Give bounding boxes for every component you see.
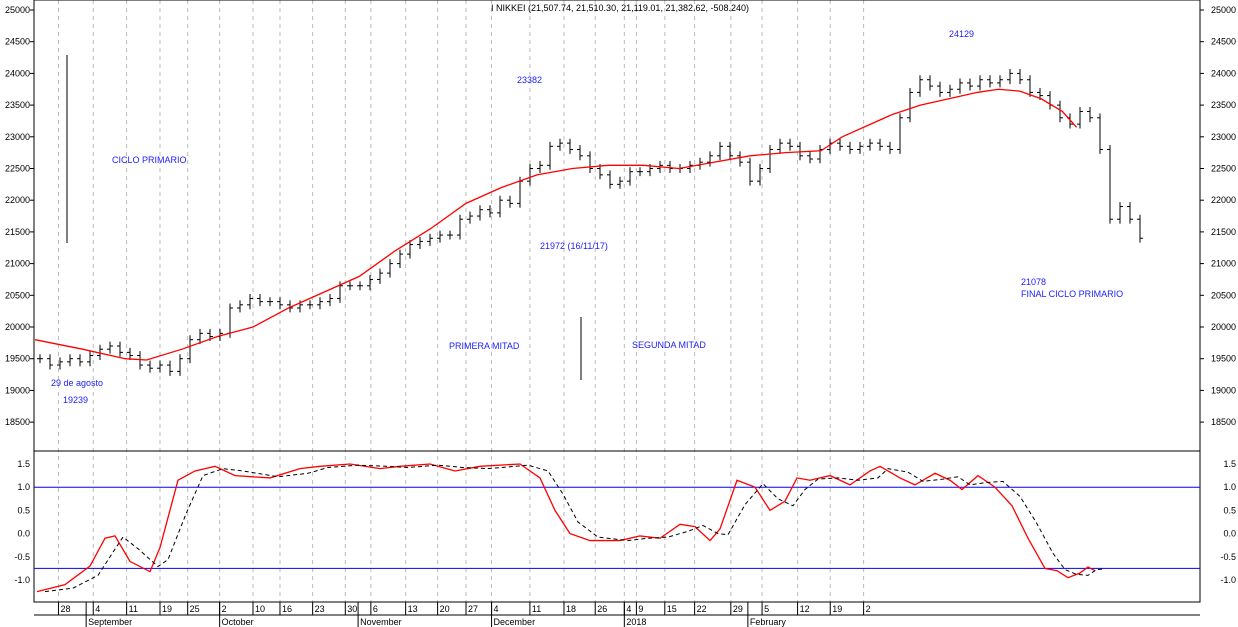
price-tick-label-right: 19000 xyxy=(1211,385,1236,395)
price-tick-label-right: 21500 xyxy=(1211,227,1236,237)
osc-tick-label-left: 0.0 xyxy=(17,529,30,539)
price-tick-label-left: 22000 xyxy=(5,195,30,205)
price-tick-label-left: 20000 xyxy=(5,322,30,332)
x-tick-label: 19 xyxy=(832,604,842,614)
price-tick-label-left: 24500 xyxy=(5,37,30,47)
x-tick-label: 9 xyxy=(638,604,643,614)
price-tick-label-left: 20500 xyxy=(5,290,30,300)
x-tick-label: 23 xyxy=(315,604,325,614)
x-tick-label: 30 xyxy=(347,604,357,614)
x-tick-label: 2 xyxy=(866,604,871,614)
price-tick-label-left: 18500 xyxy=(5,417,30,427)
x-tick-label: 19 xyxy=(162,604,172,614)
annotation-ciclo: CICLO PRIMARIO xyxy=(112,155,187,165)
month-label: 2018 xyxy=(626,617,646,627)
month-label: December xyxy=(494,617,536,627)
price-tick-label-right: 25000 xyxy=(1211,5,1236,15)
annotation-high2: 24129 xyxy=(949,29,974,39)
osc-tick-label-right: -0.5 xyxy=(1220,552,1236,562)
signal-line xyxy=(44,464,1104,593)
annotation-start-low: 19239 xyxy=(63,395,88,405)
osc-tick-label-right: 0.0 xyxy=(1223,529,1236,539)
price-tick-label-right: 19500 xyxy=(1211,354,1236,364)
price-tick-label-left: 23500 xyxy=(5,100,30,110)
osc-tick-label-left: 0.5 xyxy=(17,505,30,515)
annotation-primera: PRIMERA MITAD xyxy=(449,341,520,351)
annotation-final: FINAL CICLO PRIMARIO xyxy=(1021,289,1123,299)
month-label: September xyxy=(88,617,132,627)
x-tick-label: 27 xyxy=(468,604,478,614)
price-tick-label-right: 24500 xyxy=(1211,37,1236,47)
x-tick-label: 15 xyxy=(667,604,677,614)
price-tick-label-left: 25000 xyxy=(5,5,30,15)
osc-tick-label-left: 1.5 xyxy=(17,459,30,469)
x-tick-label: 4 xyxy=(95,604,100,614)
annotation-high1: 23382 xyxy=(517,75,542,85)
chart-title: I NIKKEI (21,507.74, 21,510.30, 21,119.0… xyxy=(491,3,749,13)
x-tick-label: 12 xyxy=(800,604,810,614)
month-label: November xyxy=(360,617,402,627)
x-tick-label: 26 xyxy=(597,604,607,614)
price-tick-label-right: 23500 xyxy=(1211,100,1236,110)
price-tick-label-right: 24000 xyxy=(1211,68,1236,78)
price-tick-label-left: 24000 xyxy=(5,68,30,78)
osc-tick-label-left: -1.0 xyxy=(14,575,30,585)
x-tick-label: 18 xyxy=(566,604,576,614)
month-label: February xyxy=(750,617,787,627)
annotation-start-date: 29 de agosto xyxy=(51,378,103,388)
price-tick-label-right: 18500 xyxy=(1211,417,1236,427)
x-tick-label: 28 xyxy=(60,604,70,614)
price-tick-label-right: 20000 xyxy=(1211,322,1236,332)
x-tick-label: 20 xyxy=(440,604,450,614)
x-tick-label: 29 xyxy=(733,604,743,614)
x-tick-label: 11 xyxy=(129,604,138,614)
x-tick-label: 4 xyxy=(494,604,499,614)
price-tick-label-left: 19500 xyxy=(5,354,30,364)
price-tick-label-right: 23000 xyxy=(1211,132,1236,142)
price-tick-label-right: 20500 xyxy=(1211,290,1236,300)
osc-tick-label-right: 1.5 xyxy=(1223,459,1236,469)
osc-tick-label-left: 1.0 xyxy=(17,482,30,492)
annotation-low-end: 21078 xyxy=(1021,277,1046,287)
x-tick-label: 10 xyxy=(255,604,265,614)
osc-tick-label-right: 1.0 xyxy=(1223,482,1236,492)
moving-average-line xyxy=(34,88,1078,361)
annotation-segunda: SEGUNDA MITAD xyxy=(632,340,706,350)
osc-tick-label-right: -1.0 xyxy=(1220,575,1236,585)
x-tick-label: 11 xyxy=(532,604,541,614)
price-tick-label-right: 21000 xyxy=(1211,259,1236,269)
osc-tick-label-right: 0.5 xyxy=(1223,505,1236,515)
x-tick-label: 25 xyxy=(190,604,200,614)
plot-frame xyxy=(33,0,1201,603)
x-tick-label: 16 xyxy=(282,604,292,614)
x-tick-label: 5 xyxy=(764,604,769,614)
oscillator-line xyxy=(36,463,1096,593)
month-label: October xyxy=(222,617,254,627)
price-tick-label-right: 22500 xyxy=(1211,164,1236,174)
price-tick-label-left: 19000 xyxy=(5,385,30,395)
osc-tick-label-left: -0.5 xyxy=(14,552,30,562)
price-tick-label-left: 21000 xyxy=(5,259,30,269)
x-tick-label: 6 xyxy=(373,604,378,614)
x-tick-label: 22 xyxy=(697,604,707,614)
price-tick-label-left: 21500 xyxy=(5,227,30,237)
x-tick-label: 13 xyxy=(408,604,418,614)
price-tick-label-right: 22000 xyxy=(1211,195,1236,205)
annotation-low-mid: 21972 (16/11/17) xyxy=(540,241,608,251)
x-tick-label: 2 xyxy=(222,604,227,614)
price-tick-label-left: 23000 xyxy=(5,132,30,142)
price-tick-label-left: 22500 xyxy=(5,164,30,174)
x-tick-label: 4 xyxy=(626,604,631,614)
